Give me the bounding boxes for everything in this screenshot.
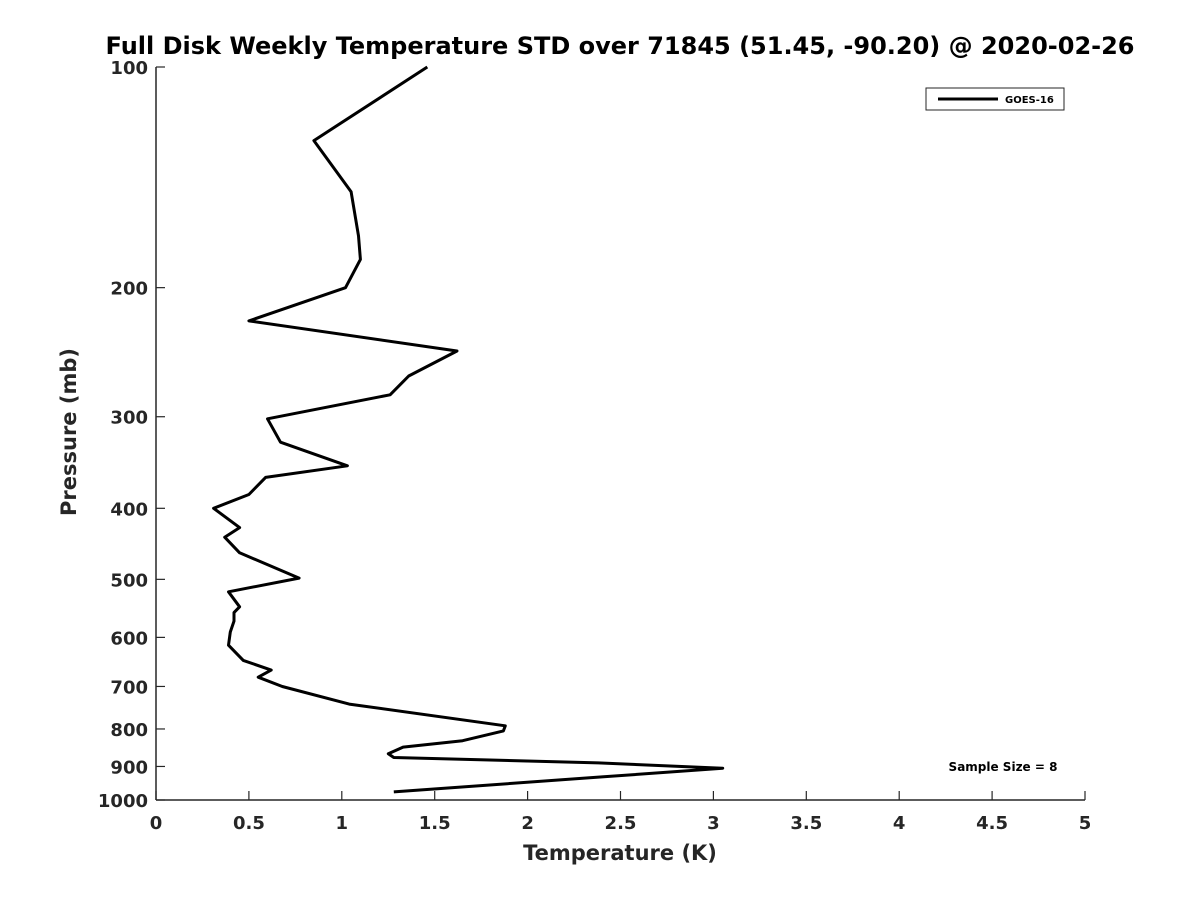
chart-title: Full Disk Weekly Temperature STD over 71… (106, 32, 1135, 60)
y-tick-label: 800 (110, 720, 148, 741)
x-tick-label: 0.5 (233, 813, 265, 834)
x-tick-label: 4 (893, 813, 906, 834)
legend: GOES-16 (925, 87, 1065, 111)
y-axis-label: Pressure (mb) (57, 348, 81, 516)
series-line-goes-16 (212, 65, 725, 794)
y-tick-label: 100 (110, 58, 148, 79)
y-tick-label: 700 (110, 677, 148, 698)
sample-size-annotation: Sample Size = 8 (949, 760, 1058, 774)
x-tick-label: 2 (521, 813, 534, 834)
x-tick-label: 1.5 (419, 813, 451, 834)
x-tick-label: 5 (1079, 813, 1092, 834)
x-tick-label: 3 (707, 813, 720, 834)
legend-label: GOES-16 (1005, 95, 1054, 106)
y-tick-label: 900 (110, 757, 148, 778)
x-tick-label: 1 (336, 813, 349, 834)
series-layer (212, 65, 725, 794)
y-tick-label: 600 (110, 628, 148, 649)
y-tick-label: 500 (110, 570, 148, 591)
y-tick-label: 1000 (98, 791, 148, 812)
y-tick-label: 200 (110, 279, 148, 300)
y-tick-label: 400 (110, 499, 148, 520)
x-tick-label: 4.5 (976, 813, 1008, 834)
x-tick-label: 0 (150, 813, 163, 834)
x-axis-label: Temperature (K) (523, 841, 717, 865)
axes: 0 0.5 1 1.5 2 2.5 3 3.5 4 4.5 5 100 200 300 400 500 600 7… (98, 58, 1091, 834)
x-tick-label: 2.5 (605, 813, 637, 834)
y-tick-label: 300 (110, 408, 148, 429)
x-tick-label: 3.5 (790, 813, 822, 834)
